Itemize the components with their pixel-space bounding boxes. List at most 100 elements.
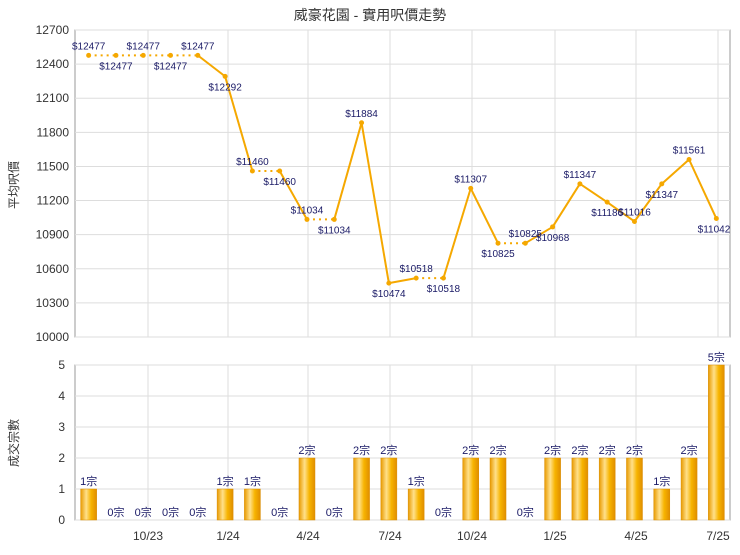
price-point <box>249 168 255 174</box>
price-point <box>413 275 419 281</box>
volume-data-label: 1宗 <box>408 474 425 488</box>
price-data-label: $11034 <box>291 205 324 216</box>
price-data-label: $10825 <box>509 229 543 240</box>
volume-data-label: 0宗 <box>189 505 206 519</box>
price-line-segment <box>360 122 390 284</box>
volume-bar <box>680 457 698 521</box>
price-point <box>86 52 92 58</box>
volume-data-label: 2宗 <box>380 443 397 457</box>
price-line-segment <box>388 277 417 285</box>
price-data-label: $10518 <box>399 264 433 275</box>
price-point <box>140 52 146 58</box>
price-y-tick-label: 12400 <box>36 57 70 71</box>
volume-data-label: 2宗 <box>544 443 561 457</box>
volume-data-label: 1宗 <box>80 474 97 488</box>
volume-bar <box>462 457 479 521</box>
price-point <box>550 224 556 230</box>
x-tick-label: 1/24 <box>216 529 240 543</box>
chart-title: 威豪花園 - 實用呎價走勢 <box>294 7 446 23</box>
price-plot-frame <box>74 29 731 338</box>
price-data-label: $11884 <box>345 109 378 120</box>
volume-y-axis-label: 成交宗數 <box>6 419 21 467</box>
volume-data-label: 0宗 <box>517 505 534 519</box>
price-point <box>686 157 692 163</box>
price-data-label: $11561 <box>673 146 706 157</box>
volume-bar <box>298 457 316 521</box>
volume-bar <box>407 488 425 521</box>
price-line-segment <box>633 183 663 223</box>
volume-data-label: 2宗 <box>353 443 370 457</box>
volume-data-label: 0宗 <box>135 505 152 519</box>
price-line-segment <box>469 187 499 244</box>
price-y-tick-label: 10000 <box>36 330 70 344</box>
x-tick-label: 4/24 <box>296 529 320 543</box>
price-point <box>195 52 201 58</box>
price-point <box>522 240 528 246</box>
price-point <box>659 181 665 187</box>
price-data-label: $10825 <box>481 249 515 260</box>
price-data-label: $11186 <box>591 208 623 219</box>
price-point <box>604 199 610 205</box>
price-data-label: $11347 <box>645 190 678 201</box>
volume-bar <box>626 457 643 521</box>
price-line-segment <box>688 159 718 219</box>
x-tick-label: 1/25 <box>543 529 567 543</box>
price-data-label: $12477 <box>181 41 215 52</box>
x-tick-label: 7/25 <box>706 529 730 543</box>
volume-data-label: 2宗 <box>626 443 643 457</box>
volume-data-label: 0宗 <box>326 505 343 519</box>
price-data-label: $11307 <box>454 174 487 185</box>
price-point <box>304 216 310 222</box>
volume-data-label: 1宗 <box>244 474 261 488</box>
volume-data-label: 2宗 <box>489 443 506 457</box>
price-point <box>359 120 365 126</box>
price-data-label: $11034 <box>318 225 351 236</box>
volume-bar <box>653 488 671 521</box>
volume-data-label: 2宗 <box>462 443 479 457</box>
price-data-label: $12477 <box>127 41 161 52</box>
volume-data-label: 2宗 <box>681 443 698 457</box>
price-data-label: $12292 <box>208 82 242 93</box>
volume-y-tick-label: 3 <box>58 420 65 434</box>
volume-data-label: 0宗 <box>162 505 179 519</box>
volume-data-label: 2宗 <box>571 443 588 457</box>
volume-y-tick-label: 4 <box>58 389 65 403</box>
price-y-tick-label: 12700 <box>36 23 70 37</box>
volume-y-tick-label: 5 <box>58 358 65 372</box>
x-tick-label: 7/24 <box>378 529 402 543</box>
price-line-segment <box>661 158 690 185</box>
price-data-label: $10474 <box>372 289 406 300</box>
volume-data-label: 0宗 <box>435 505 452 519</box>
price-line-segment <box>579 183 608 203</box>
volume-data-label: 0宗 <box>107 505 124 519</box>
price-line-segment <box>606 201 636 223</box>
price-point <box>577 181 583 187</box>
x-tick-label: 10/24 <box>457 529 487 543</box>
price-data-label: $12477 <box>72 41 106 52</box>
price-point <box>113 52 119 58</box>
volume-y-tick-label: 1 <box>58 482 65 496</box>
price-point <box>222 73 228 79</box>
price-point <box>468 185 474 191</box>
volume-y-tick-label: 0 <box>58 513 65 527</box>
price-point <box>277 168 283 174</box>
volume-data-label: 5宗 <box>708 350 725 364</box>
price-point <box>331 216 337 222</box>
price-data-label: $11016 <box>618 207 651 218</box>
price-data-label: $10518 <box>427 284 461 295</box>
x-tick-label: 4/25 <box>624 529 648 543</box>
price-line-segment <box>197 54 226 78</box>
price-y-tick-label: 12100 <box>36 91 70 105</box>
volume-data-label: 1宗 <box>217 474 234 488</box>
price-line-segment <box>224 76 254 172</box>
price-data-label: $11042 <box>698 225 731 236</box>
price-y-tick-label: 10900 <box>36 228 70 242</box>
volume-bar <box>353 457 370 521</box>
volume-bar <box>571 457 589 521</box>
price-y-axis-label: 平均呎價 <box>7 161 21 209</box>
x-tick-label: 10/23 <box>133 529 163 543</box>
volume-data-label: 0宗 <box>271 505 288 519</box>
price-y-tick-label: 10300 <box>36 296 70 310</box>
